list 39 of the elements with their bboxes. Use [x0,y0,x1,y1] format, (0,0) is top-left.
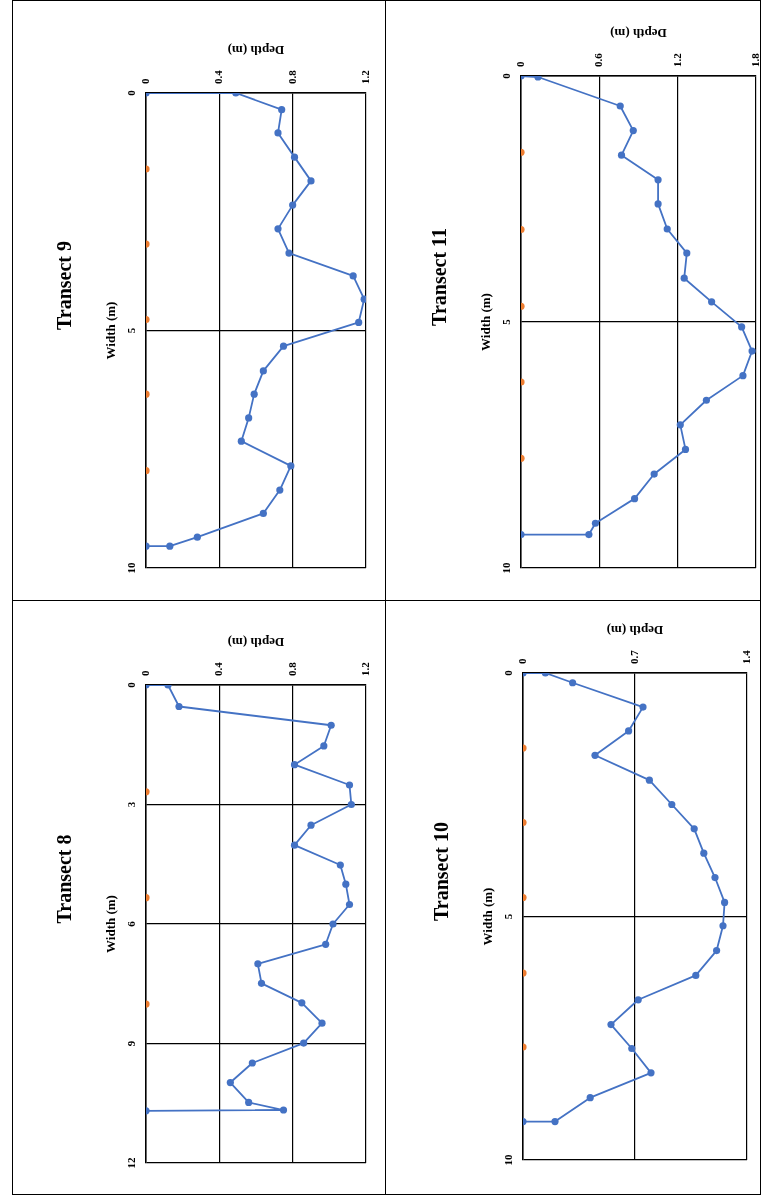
y-tick-label: 12 [124,1157,137,1169]
x-axis-title: Depth (m) [227,634,285,650]
x-tick-label: 0.8 [285,661,298,676]
y-tick-label: 9 [124,1040,137,1047]
x-tick-label: 0.4 [212,661,225,676]
y-axis-title: Width (m) [103,895,119,953]
x-tick-label: 0 [138,670,151,676]
x-tick-label: 1.4 [739,649,752,664]
x-tick-label: 0 [138,78,151,84]
x-tick-label: 0 [515,658,528,664]
x-tick-label: 0.8 [285,69,298,84]
y-tick-label: 5 [124,327,137,334]
x-tick-label: 1.2 [358,69,371,84]
x-tick-label: 0 [513,61,526,67]
y-tick-label: 10 [124,562,137,574]
x-tick-label: 0.6 [592,52,605,67]
x-tick-label: 1.8 [748,52,761,67]
y-tick-label: 10 [499,562,512,574]
x-tick-label: 0.7 [627,649,640,664]
y-axis-title: Width (m) [480,887,496,946]
text: Transect 8 [53,834,76,924]
text: Transect 9 [53,240,76,331]
text: Transect 10 [430,821,453,922]
x-tick-label: 0.4 [212,69,225,84]
y-tick-label: 5 [499,318,512,325]
x-axis-title: Depth (m) [606,622,664,638]
y-tick-label: 3 [124,801,137,808]
text: Transect 11 [428,228,451,326]
x-axis-title: Depth (m) [610,25,667,41]
y-tick-label: 0 [124,89,137,96]
y-axis-title: Width (m) [478,293,494,351]
y-tick-label: 10 [501,1154,514,1166]
y-axis-title: Width (m) [103,301,119,360]
x-axis-title: Depth (m) [227,42,285,58]
y-tick-label: 5 [501,913,514,920]
y-tick-label: 6 [124,920,137,927]
y-tick-label: 0 [124,681,137,688]
x-tick-label: 1.2 [670,52,683,67]
x-tick-label: 1.2 [358,661,371,676]
